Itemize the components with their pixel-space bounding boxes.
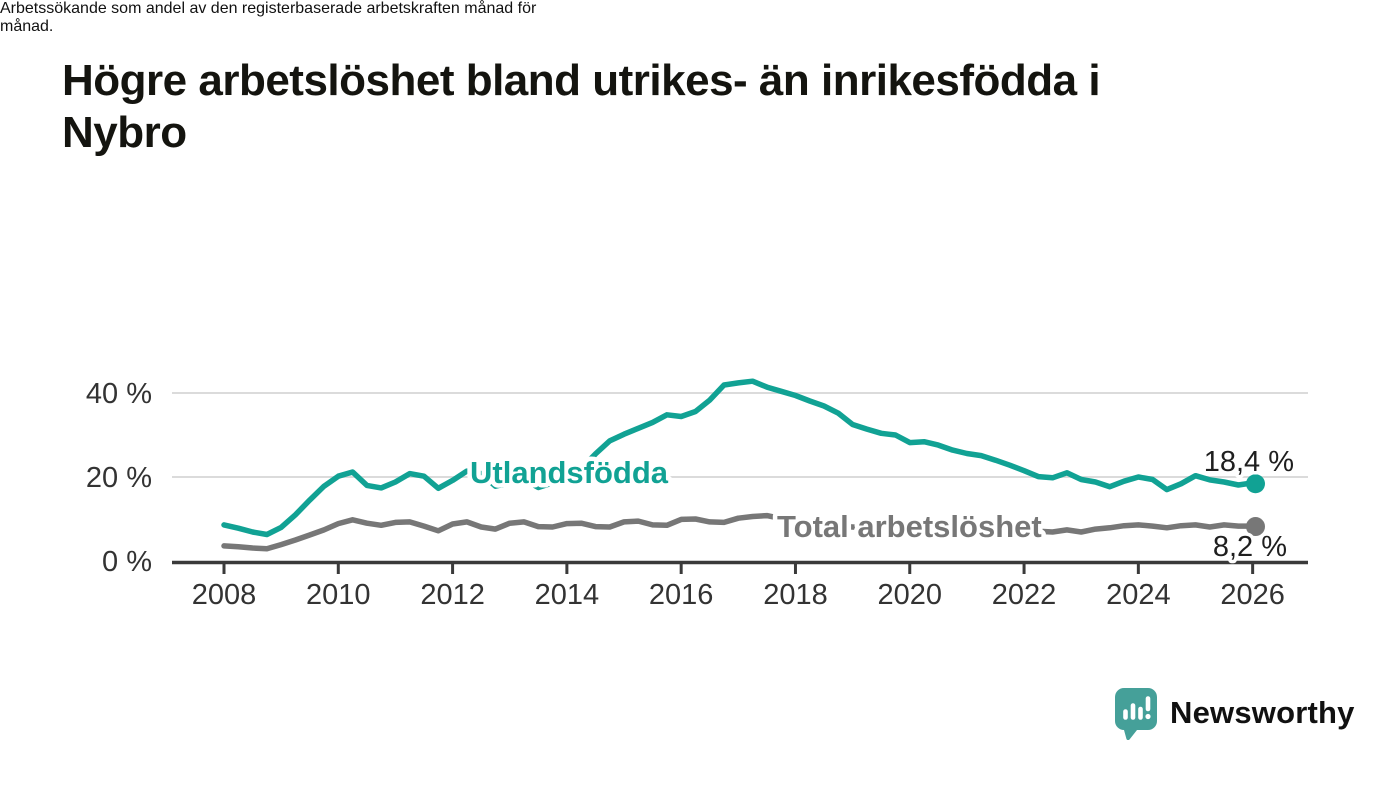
- bar-chart-speech-bubble-icon: [1115, 688, 1157, 740]
- newsworthy-logo: Newsworthy: [1113, 686, 1355, 740]
- end-value-label-utlandsf-dda: 18,4 %: [1204, 446, 1294, 478]
- speech-bubble-shape: [1115, 688, 1157, 740]
- series-endpoint-dot-utlandsf-dda: [1246, 474, 1266, 494]
- y-axis-tick-label-0: 0 %: [102, 546, 152, 578]
- x-axis-tick-label-2020: 2020: [878, 579, 943, 611]
- logo-bars: [1123, 696, 1151, 720]
- x-axis-tick-label-2010: 2010: [306, 579, 371, 611]
- chart-subtitle-line-1: Arbetssökande som andel av den registerb…: [0, 0, 537, 17]
- chart-subtitle-line-2: månad.: [0, 18, 54, 35]
- logo-exclamation-dot: [1145, 713, 1151, 720]
- y-axis-tick-label-20: 20 %: [86, 462, 152, 494]
- series-line-total-arbetsl-shet: [221, 512, 1259, 552]
- chart-title-line-2: Nybro: [62, 107, 187, 157]
- x-axis-tick-label-2016: 2016: [649, 579, 714, 611]
- series-label-utlandsf-dda: Utlandsfödda: [470, 455, 669, 490]
- brand-name: Newsworthy: [1170, 695, 1355, 730]
- x-axis-tick-label-2012: 2012: [420, 579, 485, 611]
- x-axis-tick-label-2024: 2024: [1106, 579, 1171, 611]
- series-line-utlandsf-dda: [221, 378, 1259, 538]
- end-value-label-total-arbetsl-shet: 8,2 %: [1213, 531, 1287, 563]
- y-axis-tick-label-40: 40 %: [86, 378, 152, 410]
- x-axis-tick-label-2014: 2014: [535, 579, 600, 611]
- x-axis-tick-label-2008: 2008: [192, 579, 257, 611]
- x-axis-tick-label-2022: 2022: [992, 579, 1057, 611]
- x-axis-tick-label-2018: 2018: [763, 579, 828, 611]
- series-label-total-arbetsl-shet: Total arbetslöshet: [777, 509, 1042, 544]
- series-endpoint-dot-total-arbetsl-shet: [1246, 517, 1266, 537]
- x-axis-tick-label-2026: 2026: [1220, 579, 1285, 611]
- chart-title: Högre arbetslöshet bland utrikes- än inr…: [62, 55, 1312, 159]
- chart-title-line-1: Högre arbetslöshet bland utrikes- än inr…: [62, 56, 1101, 105]
